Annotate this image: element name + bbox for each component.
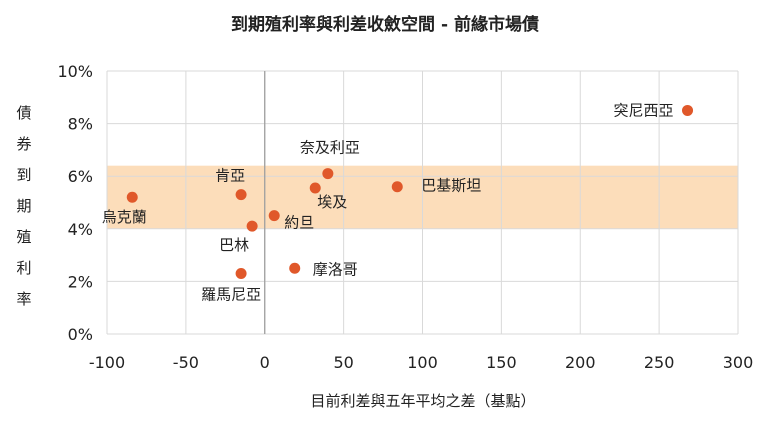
data-point — [309, 182, 321, 194]
x-tick-label: 0 — [260, 353, 270, 372]
data-point — [235, 189, 247, 201]
point-label: 摩洛哥 — [313, 260, 358, 278]
chart-title: 到期殖利率與利差收斂空間 - 前緣市場債 — [231, 14, 539, 35]
x-tick-label: -100 — [89, 353, 125, 372]
y-axis-title-char: 殖 — [16, 228, 31, 246]
y-tick-label: 6% — [68, 167, 93, 186]
y-tick-label: 0% — [68, 325, 93, 344]
data-point — [289, 262, 301, 274]
y-axis-title-char: 到 — [16, 166, 31, 184]
data-point — [391, 181, 403, 193]
x-tick-label: 200 — [565, 353, 596, 372]
y-axis-title-char: 率 — [16, 290, 31, 308]
x-tick-label: 50 — [333, 353, 353, 372]
data-point — [246, 220, 258, 232]
y-tick-label: 10% — [57, 62, 93, 81]
y-axis-title-char: 券 — [16, 135, 31, 153]
point-label: 羅馬尼亞 — [201, 286, 261, 304]
x-tick-label: 250 — [644, 353, 675, 372]
x-tick-label: -50 — [173, 353, 199, 372]
point-label: 突尼西亞 — [614, 101, 674, 119]
point-label: 奈及利亞 — [300, 139, 360, 157]
y-axis-title-char: 期 — [16, 197, 31, 215]
y-axis-title-char: 利 — [16, 259, 31, 277]
point-label: 肯亞 — [215, 167, 245, 185]
y-tick-label: 4% — [68, 220, 93, 239]
data-point — [268, 210, 280, 222]
x-axis-title: 目前利差與五年平均之差（基點） — [310, 392, 535, 410]
y-axis-title-char: 債 — [16, 104, 31, 122]
point-label: 烏克蘭 — [102, 208, 147, 226]
x-tick-label: 300 — [723, 353, 754, 372]
x-tick-label: 100 — [407, 353, 438, 372]
y-tick-label: 2% — [68, 272, 93, 291]
point-label: 埃及 — [317, 193, 347, 211]
x-tick-label: 150 — [486, 353, 517, 372]
point-label: 約旦 — [284, 214, 314, 232]
data-point — [682, 104, 694, 116]
point-label: 巴基斯坦 — [421, 177, 481, 195]
y-tick-label: 8% — [68, 115, 93, 134]
data-point — [126, 191, 138, 203]
point-label: 巴林 — [219, 236, 249, 254]
data-point — [235, 268, 247, 280]
data-point — [322, 168, 334, 180]
